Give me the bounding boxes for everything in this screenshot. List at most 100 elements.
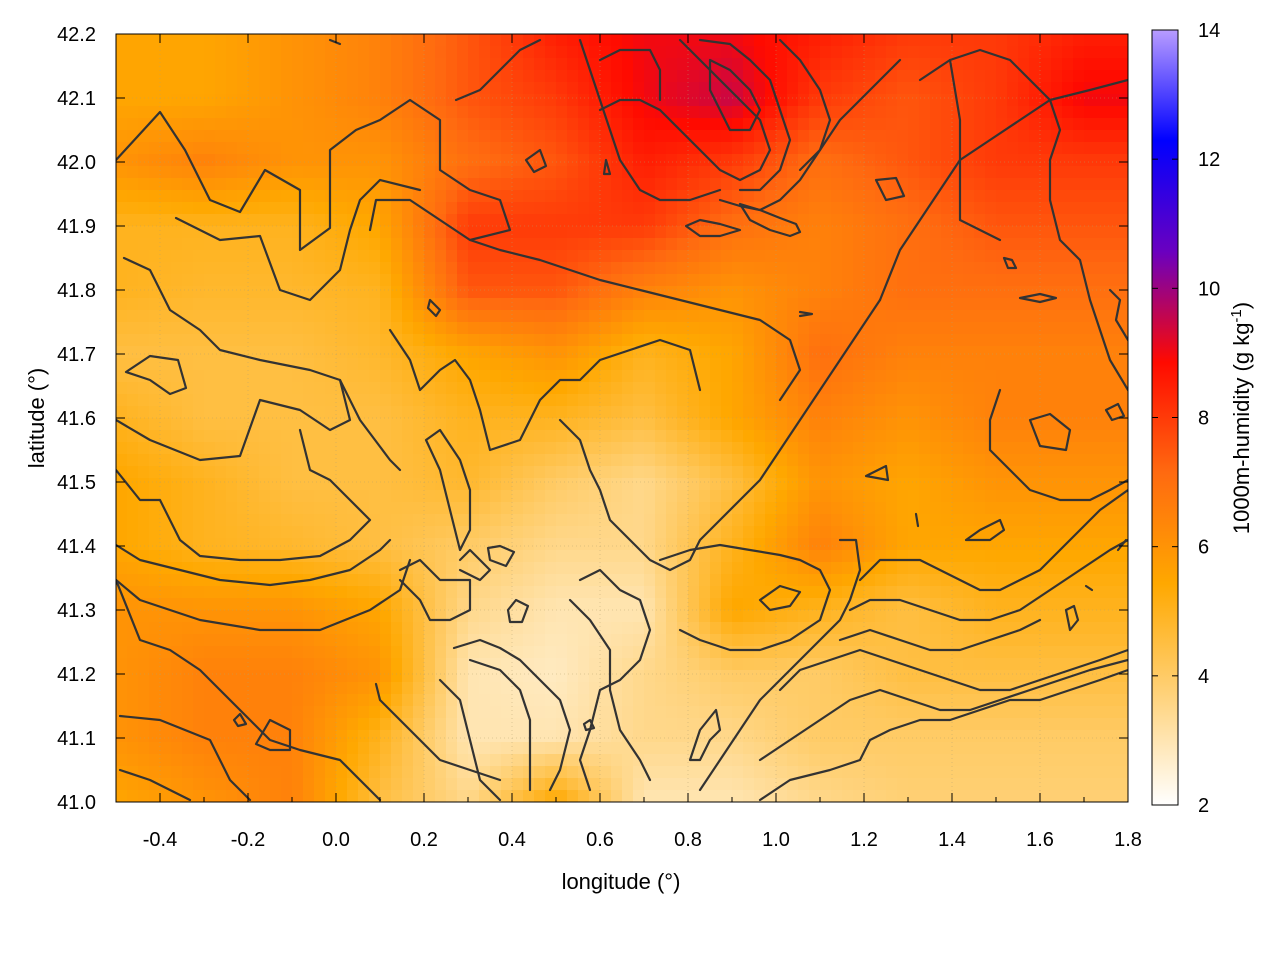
heatmap-cell — [369, 310, 381, 323]
heatmap-cell — [952, 658, 964, 671]
heatmap-cell — [1073, 190, 1085, 203]
heatmap-cell — [413, 142, 425, 155]
heatmap-cell — [1117, 442, 1128, 455]
heatmap-cell — [226, 46, 238, 59]
heatmap-cell — [864, 262, 876, 275]
heatmap-cell — [457, 442, 469, 455]
heatmap-cell — [897, 166, 909, 179]
heatmap-cell — [941, 298, 953, 311]
heatmap-cell — [842, 346, 854, 359]
heatmap-cell — [633, 34, 645, 47]
heatmap-cell — [567, 514, 579, 527]
heatmap-cell — [391, 142, 403, 155]
heatmap-cell — [589, 454, 601, 467]
heatmap-cell — [622, 610, 634, 623]
heatmap-cell — [655, 490, 667, 503]
heatmap-cell — [435, 538, 447, 551]
heatmap-cell — [512, 454, 524, 467]
heatmap-cell — [754, 94, 766, 107]
heatmap-cell — [611, 58, 623, 71]
heatmap-cell — [380, 34, 392, 47]
heatmap-cell — [710, 46, 722, 59]
heatmap-cell — [798, 478, 810, 491]
heatmap-cell — [226, 418, 238, 431]
heatmap-cell — [1051, 394, 1063, 407]
heatmap-cell — [369, 634, 381, 647]
heatmap-cell — [732, 130, 744, 143]
heatmap-cell — [622, 478, 634, 491]
heatmap-cell — [413, 106, 425, 119]
heatmap-cell — [149, 334, 161, 347]
heatmap-cell — [1117, 238, 1128, 251]
heatmap-cell — [721, 646, 733, 659]
heatmap-cell — [391, 646, 403, 659]
heatmap-cell — [1040, 154, 1052, 167]
heatmap-cell — [402, 682, 414, 695]
heatmap-cell — [534, 226, 546, 239]
heatmap-cell — [677, 394, 689, 407]
heatmap-cell — [875, 430, 887, 443]
heatmap-cell — [1084, 430, 1096, 443]
heatmap-cell — [886, 358, 898, 371]
heatmap-cell — [358, 70, 370, 83]
heatmap-cell — [974, 574, 986, 587]
heatmap-cell — [919, 106, 931, 119]
heatmap-cell — [534, 202, 546, 215]
heatmap-cell — [655, 406, 667, 419]
heatmap-cell — [677, 574, 689, 587]
heatmap-cell — [589, 322, 601, 335]
heatmap-cell — [534, 250, 546, 263]
heatmap-cell — [974, 346, 986, 359]
heatmap-cell — [358, 286, 370, 299]
heatmap-cell — [347, 418, 359, 431]
heatmap-cell — [710, 646, 722, 659]
heatmap-cell — [919, 358, 931, 371]
heatmap-cell — [1062, 466, 1074, 479]
heatmap-cell — [116, 622, 128, 635]
heatmap-cell — [501, 154, 513, 167]
heatmap-cell — [1062, 238, 1074, 251]
heatmap-cell — [1018, 562, 1030, 575]
heatmap-cell — [666, 130, 678, 143]
heatmap-cell — [523, 46, 535, 59]
heatmap-cell — [248, 646, 260, 659]
heatmap-cell — [413, 526, 425, 539]
heatmap-cell — [336, 70, 348, 83]
heatmap-cell — [578, 94, 590, 107]
heatmap-cell — [831, 478, 843, 491]
heatmap-cell — [182, 598, 194, 611]
heatmap-cell — [479, 598, 491, 611]
heatmap-cell — [1007, 178, 1019, 191]
heatmap-cell — [974, 334, 986, 347]
heatmap-cell — [325, 310, 337, 323]
heatmap-cell — [1095, 514, 1107, 527]
heatmap-cell — [435, 526, 447, 539]
heatmap-cell — [578, 478, 590, 491]
heatmap-cell — [897, 226, 909, 239]
heatmap-cell — [490, 370, 502, 383]
heatmap-cell — [149, 106, 161, 119]
heatmap-cell — [358, 466, 370, 479]
heatmap-cell — [776, 46, 788, 59]
heatmap-cell — [655, 346, 667, 359]
heatmap-cell — [567, 346, 579, 359]
heatmap-cell — [325, 322, 337, 335]
heatmap-cell — [501, 598, 513, 611]
heatmap-cell — [204, 502, 216, 515]
heatmap-cell — [864, 658, 876, 671]
heatmap-cell — [1117, 214, 1128, 227]
heatmap-cell — [248, 202, 260, 215]
heatmap-cell — [116, 526, 128, 539]
heatmap-cell — [259, 466, 271, 479]
heatmap-cell — [875, 94, 887, 107]
heatmap-cell — [963, 70, 975, 83]
heatmap-cell — [589, 418, 601, 431]
heatmap-cell — [424, 70, 436, 83]
heatmap-cell — [666, 670, 678, 683]
heatmap-cell — [974, 190, 986, 203]
heatmap-cell — [853, 118, 865, 131]
heatmap-cell — [897, 394, 909, 407]
heatmap-cell — [325, 634, 337, 647]
heatmap-cell — [116, 370, 128, 383]
heatmap-cell — [171, 226, 183, 239]
